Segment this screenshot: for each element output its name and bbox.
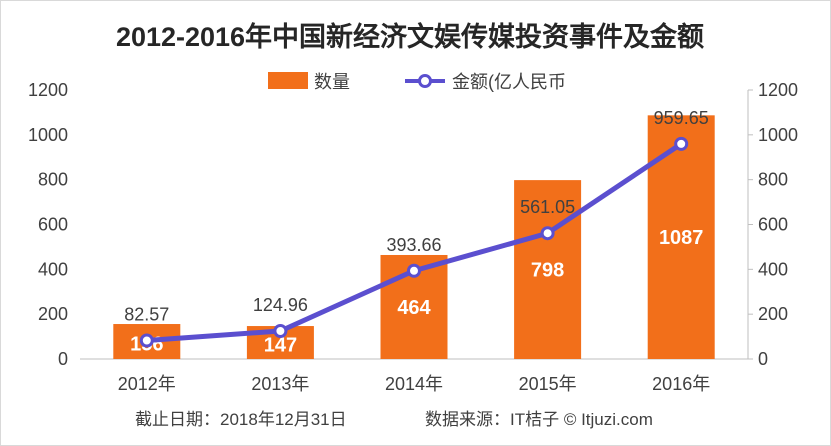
y-right-tick-label: 0 bbox=[758, 349, 768, 369]
line-point bbox=[273, 323, 288, 338]
y-right-tick-label: 200 bbox=[758, 304, 788, 324]
line-data-label: 124.96 bbox=[253, 295, 308, 315]
bar-data-label: 147 bbox=[264, 335, 297, 357]
line-data-label: 393.66 bbox=[386, 235, 441, 255]
line-series bbox=[139, 136, 689, 348]
legend-label-bar: 数量 bbox=[314, 72, 350, 92]
y-right-tick-label: 400 bbox=[758, 259, 788, 279]
legend: 数量 金额(亿人民币 bbox=[268, 72, 566, 92]
legend-label-line: 金额(亿人民币 bbox=[452, 72, 566, 92]
x-category-label: 2012年 bbox=[118, 374, 176, 394]
bar-data-label: 798 bbox=[531, 260, 564, 282]
y-left-tick-label: 400 bbox=[38, 259, 68, 279]
y-left-tick-label: 600 bbox=[38, 215, 68, 235]
line-point bbox=[139, 333, 154, 348]
left-axis: 0 200 400 600 800 1000 1200 bbox=[28, 80, 68, 369]
right-axis: 0 200 400 600 800 1000 1200 bbox=[747, 80, 798, 369]
x-axis-categories: 2012年 2013年 2014年 2015年 2016年 bbox=[118, 374, 710, 394]
x-category-label: 2014年 bbox=[385, 374, 443, 394]
chart-title: 2012-2016年中国新经济文娱传媒投资事件及金额 bbox=[116, 21, 704, 52]
footer-date: 截止日期：2018年12月31日 bbox=[135, 410, 347, 429]
y-left-tick-label: 1000 bbox=[28, 125, 68, 145]
line-data-label: 561.05 bbox=[520, 197, 575, 217]
line-labels: 82.57 124.96 393.66 561.05 959.65 bbox=[124, 108, 708, 325]
footer-source: 数据来源：IT桔子 © Itjuzi.com bbox=[425, 410, 653, 429]
y-left-tick-label: 200 bbox=[38, 304, 68, 324]
line-point bbox=[674, 136, 689, 151]
x-category-label: 2016年 bbox=[652, 374, 710, 394]
x-category-label: 2013年 bbox=[251, 374, 309, 394]
y-right-tick-label: 1000 bbox=[758, 125, 798, 145]
y-left-tick-label: 0 bbox=[58, 349, 68, 369]
y-left-tick-label: 800 bbox=[38, 170, 68, 190]
bar bbox=[514, 180, 582, 359]
bar-data-label: 1087 bbox=[659, 227, 704, 249]
x-category-label: 2015年 bbox=[519, 374, 577, 394]
line-data-label: 82.57 bbox=[124, 304, 169, 324]
legend-marker-line bbox=[418, 74, 432, 88]
y-right-tick-label: 1200 bbox=[758, 80, 798, 100]
y-right-tick-label: 600 bbox=[758, 215, 788, 235]
line-point bbox=[407, 263, 421, 278]
y-right-tick-label: 800 bbox=[758, 170, 788, 190]
line-point bbox=[540, 226, 555, 241]
line-data-label: 959.65 bbox=[654, 108, 709, 128]
legend-swatch-bar bbox=[268, 72, 308, 89]
bar-data-label: 464 bbox=[397, 297, 431, 319]
y-left-tick-label: 1200 bbox=[28, 80, 68, 100]
